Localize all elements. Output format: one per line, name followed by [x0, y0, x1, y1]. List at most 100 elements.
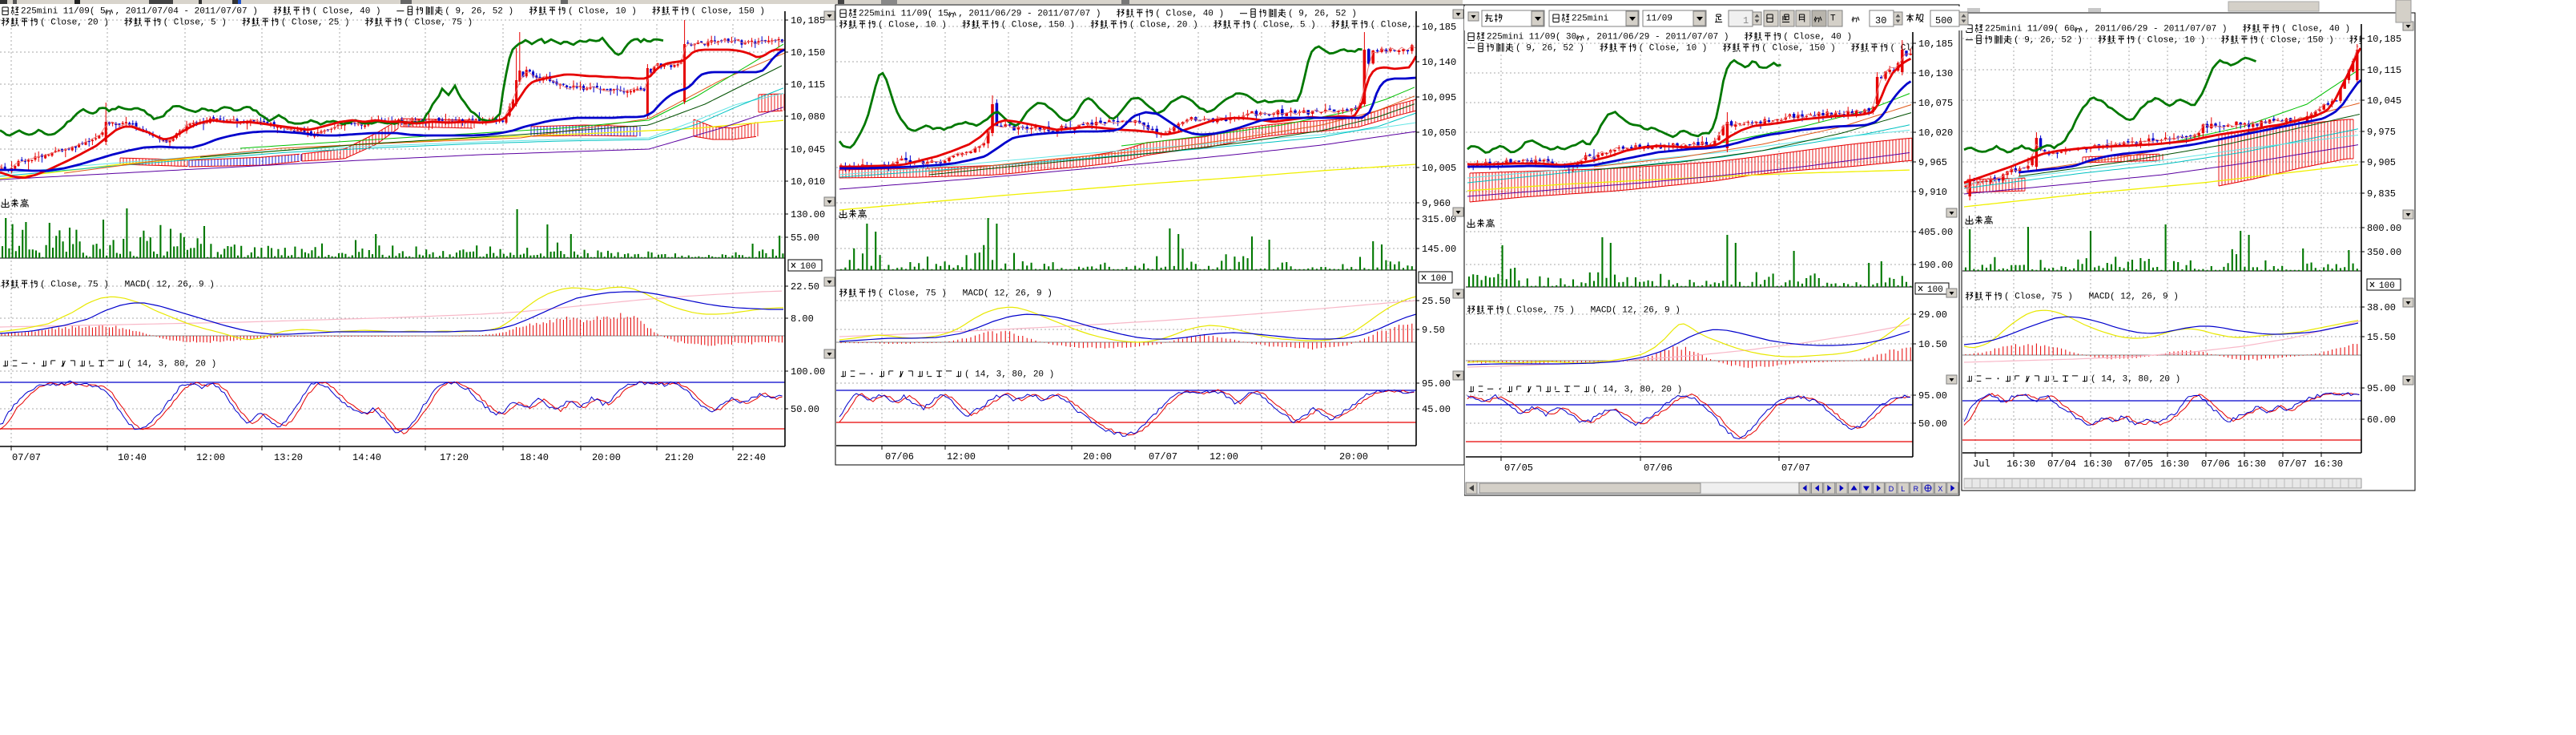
svg-text:225mini 11/09( 60: 225mini 11/09( 60 — [1985, 25, 2075, 34]
svg-text:( 14, 3, 80, 20 ): ( 14, 3, 80, 20 ) — [2091, 375, 2180, 385]
svg-text:( 9, 26, 52 ): ( 9, 26, 52 ) — [2014, 36, 2099, 46]
svg-text:10:40: 10:40 — [118, 452, 147, 463]
svg-text:100: 100 — [1431, 274, 1447, 284]
svg-text:07/06: 07/06 — [2201, 458, 2230, 470]
svg-text:( 14, 3, 80, 20 ): ( 14, 3, 80, 20 ) — [964, 370, 1054, 380]
svg-text:( Close, 150 ): ( Close, 150 ) — [691, 7, 765, 17]
svg-text:10,115: 10,115 — [2367, 65, 2401, 76]
svg-text:8.00: 8.00 — [791, 313, 814, 325]
svg-text:30: 30 — [1875, 15, 1886, 26]
svg-text:07/06: 07/06 — [1644, 462, 1672, 474]
svg-text:1: 1 — [1743, 15, 1749, 26]
svg-text:( Close, 5 ): ( Close, 5 ) — [1253, 21, 1332, 30]
svg-text:29.00: 29.00 — [1918, 309, 1947, 321]
svg-text:( Close, 25 ): ( Close, 25 ) — [1371, 21, 1439, 30]
svg-text:10,075: 10,075 — [1918, 98, 1953, 109]
svg-text:( Close, 75 ) MACD( 12, 26,: ( Close, 75 ) MACD( 12, 26, 9 ) — [1506, 306, 1680, 316]
svg-text:9,965: 9,965 — [1918, 157, 1947, 168]
svg-text:60.00: 60.00 — [2367, 414, 2396, 426]
svg-text:20:00: 20:00 — [592, 452, 621, 463]
svg-text:95.00: 95.00 — [1918, 390, 1947, 402]
svg-text:10,185: 10,185 — [791, 15, 825, 26]
svg-text:10,050: 10,050 — [1422, 127, 1456, 139]
svg-text:( Close, 10 ): ( Close, 10 ) — [878, 21, 963, 30]
svg-text:55.00: 55.00 — [791, 232, 819, 244]
svg-text:07/07: 07/07 — [2278, 458, 2307, 470]
svg-text:100: 100 — [1927, 285, 1943, 295]
svg-text:10,130: 10,130 — [1918, 68, 1953, 79]
svg-text:100.00: 100.00 — [791, 366, 825, 378]
svg-text:10,185: 10,185 — [2367, 34, 2401, 45]
svg-text:10.50: 10.50 — [1918, 339, 1947, 350]
svg-text:9,975: 9,975 — [2367, 127, 2396, 138]
svg-text:14:40: 14:40 — [352, 452, 381, 463]
svg-text:D: D — [1889, 485, 1894, 493]
svg-text:( Close, 150 ): ( Close, 150 ) — [1761, 44, 1851, 54]
svg-text:100: 100 — [2379, 281, 2395, 291]
svg-text:225mini 11/09( 15: 225mini 11/09( 15 — [859, 10, 948, 19]
svg-text:12:00: 12:00 — [1210, 451, 1238, 462]
svg-text:9,835: 9,835 — [2367, 188, 2396, 200]
svg-text:L: L — [1901, 485, 1905, 493]
svg-text:190.00: 190.00 — [1918, 260, 1953, 271]
svg-text:( 9, 26, 52 ): ( 9, 26, 52 ) — [445, 7, 529, 17]
svg-text:, 2011/06/29 - 2011/07/07 ): , 2011/06/29 - 2011/07/07 ) — [958, 10, 1117, 19]
svg-text:50.00: 50.00 — [1918, 418, 1947, 430]
svg-text:( Close, 40 ): ( Close, 40 ) — [312, 7, 397, 17]
svg-text:T: T — [1830, 14, 1836, 24]
svg-text:10,185: 10,185 — [1422, 22, 1456, 33]
svg-text:10,045: 10,045 — [2367, 95, 2401, 107]
svg-text:( Close, 10 ): ( Close, 10 ) — [2137, 36, 2222, 46]
svg-text:10,115: 10,115 — [791, 79, 825, 91]
svg-text:800.00: 800.00 — [2367, 223, 2401, 234]
svg-text:22.50: 22.50 — [791, 281, 819, 293]
svg-text:( Close, 20 ): ( Close, 20 ) — [1129, 21, 1214, 30]
svg-text:18:40: 18:40 — [520, 452, 549, 463]
svg-text:10,080: 10,080 — [791, 111, 825, 123]
svg-text:95.00: 95.00 — [1422, 378, 1451, 390]
svg-text:22:40: 22:40 — [737, 452, 766, 463]
svg-text:( Close, 10 ): ( Close, 10 ) — [568, 7, 653, 17]
svg-text:( Close, 75 ) MACD( 12, 26,: ( Close, 75 ) MACD( 12, 26, 9 ) — [2004, 293, 2179, 302]
svg-text:, 2011/07/04 - 2011/07/07 ): , 2011/07/04 - 2011/07/07 ) — [115, 7, 274, 17]
svg-text:10,045: 10,045 — [791, 144, 825, 155]
svg-text:R: R — [1914, 485, 1919, 493]
svg-text:130.00: 130.00 — [791, 209, 825, 220]
svg-text:10,140: 10,140 — [1422, 57, 1456, 68]
svg-text:( 14, 3, 80, 20 ): ( 14, 3, 80, 20 ) — [1592, 386, 1682, 395]
svg-text:225mini 11/09( 30: 225mini 11/09( 30 — [1487, 33, 1576, 42]
svg-text:( Close, 75 ): ( Close, 75 ) — [404, 18, 473, 28]
svg-text:07/04: 07/04 — [2047, 458, 2076, 470]
svg-text:07/05: 07/05 — [1504, 462, 1533, 474]
svg-text:50.00: 50.00 — [791, 404, 819, 415]
svg-text:500: 500 — [1935, 15, 1953, 26]
svg-text:12:00: 12:00 — [947, 451, 976, 462]
svg-text:9.50: 9.50 — [1422, 325, 1445, 336]
svg-text:10,150: 10,150 — [791, 47, 825, 59]
svg-text:( Close, 75 ) MACD( 12, 26,: ( Close, 75 ) MACD( 12, 26, 9 ) — [878, 289, 1053, 299]
svg-text:( Close, 150 ): ( Close, 150 ) — [1001, 21, 1091, 30]
svg-text:07/05: 07/05 — [2124, 458, 2153, 470]
svg-text:, 2011/06/29 - 2011/07/07 ): , 2011/06/29 - 2011/07/07 ) — [2084, 25, 2243, 34]
svg-text:225mini 11/09( 5: 225mini 11/09( 5 — [21, 7, 106, 17]
svg-text:9,905: 9,905 — [2367, 157, 2396, 168]
svg-text:25.50: 25.50 — [1422, 296, 1451, 307]
svg-text:10,020: 10,020 — [1918, 127, 1953, 139]
svg-text:, 2011/06/29 - 2011/07/07 ): , 2011/06/29 - 2011/07/07 ) — [1586, 33, 1745, 42]
svg-text:( Close, 40 ): ( Close, 40 ) — [1783, 33, 1852, 42]
svg-text:07/06: 07/06 — [885, 451, 914, 462]
svg-text:( Close, 75 ) MACD( 12, 26,: ( Close, 75 ) MACD( 12, 26, 9 ) — [40, 281, 215, 290]
svg-text:20:00: 20:00 — [1083, 451, 1112, 462]
svg-text:07/07: 07/07 — [12, 452, 41, 463]
svg-text:315.00: 315.00 — [1422, 214, 1456, 225]
svg-text:( Close, 5 ): ( Close, 5 ) — [163, 18, 243, 28]
svg-text:405.00: 405.00 — [1918, 227, 1953, 238]
svg-text:20:00: 20:00 — [1339, 451, 1368, 462]
svg-text:11/09: 11/09 — [1646, 14, 1672, 24]
svg-text:10,185: 10,185 — [1918, 38, 1953, 50]
svg-text:07/07: 07/07 — [1781, 462, 1810, 474]
svg-text:13:20: 13:20 — [274, 452, 303, 463]
svg-text:( 14, 3, 80, 20 ): ( 14, 3, 80, 20 ) — [127, 360, 216, 370]
svg-text:( 9, 26, 52 ): ( 9, 26, 52 ) — [1288, 10, 1357, 19]
svg-text:38.00: 38.00 — [2367, 302, 2396, 313]
